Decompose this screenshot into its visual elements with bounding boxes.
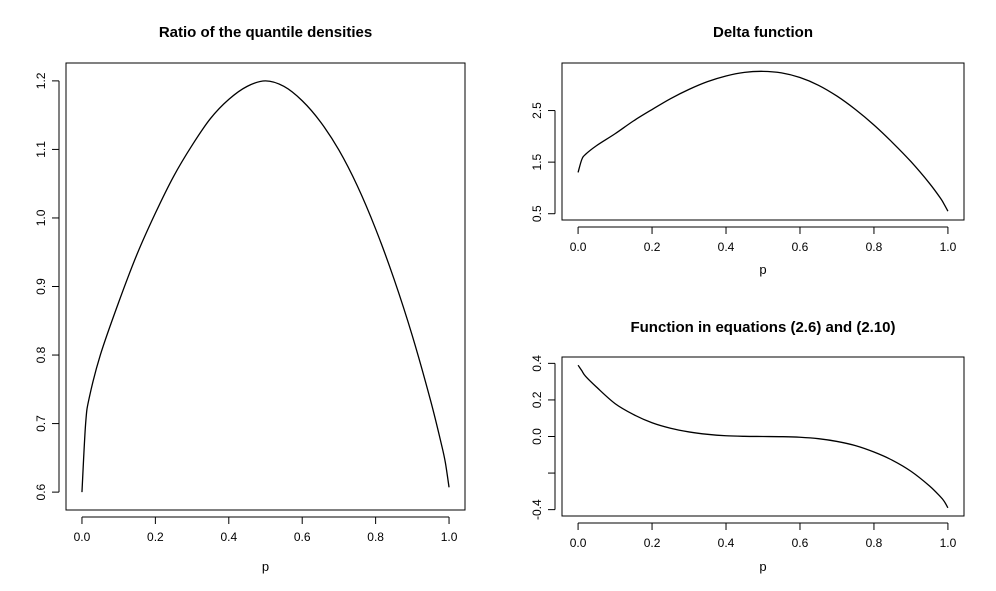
chart-title: Delta function bbox=[713, 24, 813, 41]
y-axis: 0.6 0.7 0.8 0.9 1.0 1.1 1.2 bbox=[34, 72, 60, 500]
chart-title: Function in equations (2.6) and (2.10) bbox=[630, 319, 895, 336]
panel-function-equations: Function in equations (2.6) and (2.10) 0… bbox=[530, 319, 965, 574]
x-tick-label: 1.0 bbox=[441, 530, 458, 544]
series-line bbox=[81, 80, 450, 493]
x-axis: 0.0 0.2 0.4 0.6 0.8 1.0 bbox=[74, 516, 458, 544]
plot-frame bbox=[561, 62, 965, 221]
y-tick-label: 0.4 bbox=[530, 355, 544, 372]
y-tick-label: 1.0 bbox=[34, 209, 48, 226]
series-layer bbox=[81, 80, 450, 493]
y-tick-label: 1.2 bbox=[34, 72, 48, 89]
x-tick-label: 0.8 bbox=[866, 536, 883, 550]
series-line bbox=[577, 364, 949, 509]
x-tick-label: 0.0 bbox=[570, 240, 587, 254]
x-axis-label: p bbox=[262, 559, 269, 574]
x-tick-label: 1.0 bbox=[940, 240, 957, 254]
y-tick-label: 0.5 bbox=[530, 205, 544, 222]
chart-title: Ratio of the quantile densities bbox=[159, 24, 372, 41]
y-tick-label: 1.5 bbox=[530, 153, 544, 170]
x-tick-label: 0.6 bbox=[792, 240, 809, 254]
plot-frame bbox=[65, 62, 466, 511]
y-tick-label: 2.5 bbox=[530, 102, 544, 119]
x-tick-label: 0.0 bbox=[570, 536, 587, 550]
x-tick-label: 0.4 bbox=[718, 240, 735, 254]
y-tick-label: 1.1 bbox=[34, 141, 48, 158]
x-tick-label: 0.8 bbox=[866, 240, 883, 254]
x-tick-label: 0.6 bbox=[792, 536, 809, 550]
x-tick-label: 1.0 bbox=[940, 536, 957, 550]
y-axis: -0.4 0.0 0.2 0.4 bbox=[530, 355, 556, 520]
x-tick-label: 0.2 bbox=[147, 530, 164, 544]
x-axis-label: p bbox=[759, 559, 766, 574]
x-tick-label: 0.4 bbox=[220, 530, 237, 544]
x-tick-label: 0.2 bbox=[644, 240, 661, 254]
series-layer bbox=[577, 70, 949, 212]
x-tick-label: 0.4 bbox=[718, 536, 735, 550]
y-tick-label: 0.8 bbox=[34, 346, 48, 363]
y-tick-label: 0.9 bbox=[34, 278, 48, 295]
y-tick-label: -0.4 bbox=[530, 499, 544, 520]
series-layer bbox=[577, 364, 949, 509]
x-axis-label: p bbox=[759, 262, 766, 277]
y-tick-label: 0.6 bbox=[34, 483, 48, 500]
x-axis: 0.0 0.2 0.4 0.6 0.8 1.0 bbox=[570, 522, 957, 550]
y-tick-label: 0.0 bbox=[530, 428, 544, 445]
x-axis: 0.0 0.2 0.4 0.6 0.8 1.0 bbox=[570, 226, 957, 254]
y-tick-label: 0.2 bbox=[530, 391, 544, 408]
y-tick-label: 0.7 bbox=[34, 415, 48, 432]
series-line bbox=[577, 70, 949, 212]
plot-frame bbox=[561, 356, 965, 517]
x-tick-label: 0.2 bbox=[644, 536, 661, 550]
panel-ratio-quantile-densities: Ratio of the quantile densities 0.0 0.2 0.… bbox=[34, 24, 466, 574]
x-tick-label: 0.8 bbox=[367, 530, 384, 544]
x-tick-label: 0.0 bbox=[74, 530, 91, 544]
panel-delta-function: Delta function 0.0 0.2 0.4 0.6 0.8 1.0 0.5 1.5… bbox=[530, 24, 965, 277]
y-axis: 0.5 1.5 2.5 bbox=[530, 102, 556, 222]
x-tick-label: 0.6 bbox=[294, 530, 311, 544]
